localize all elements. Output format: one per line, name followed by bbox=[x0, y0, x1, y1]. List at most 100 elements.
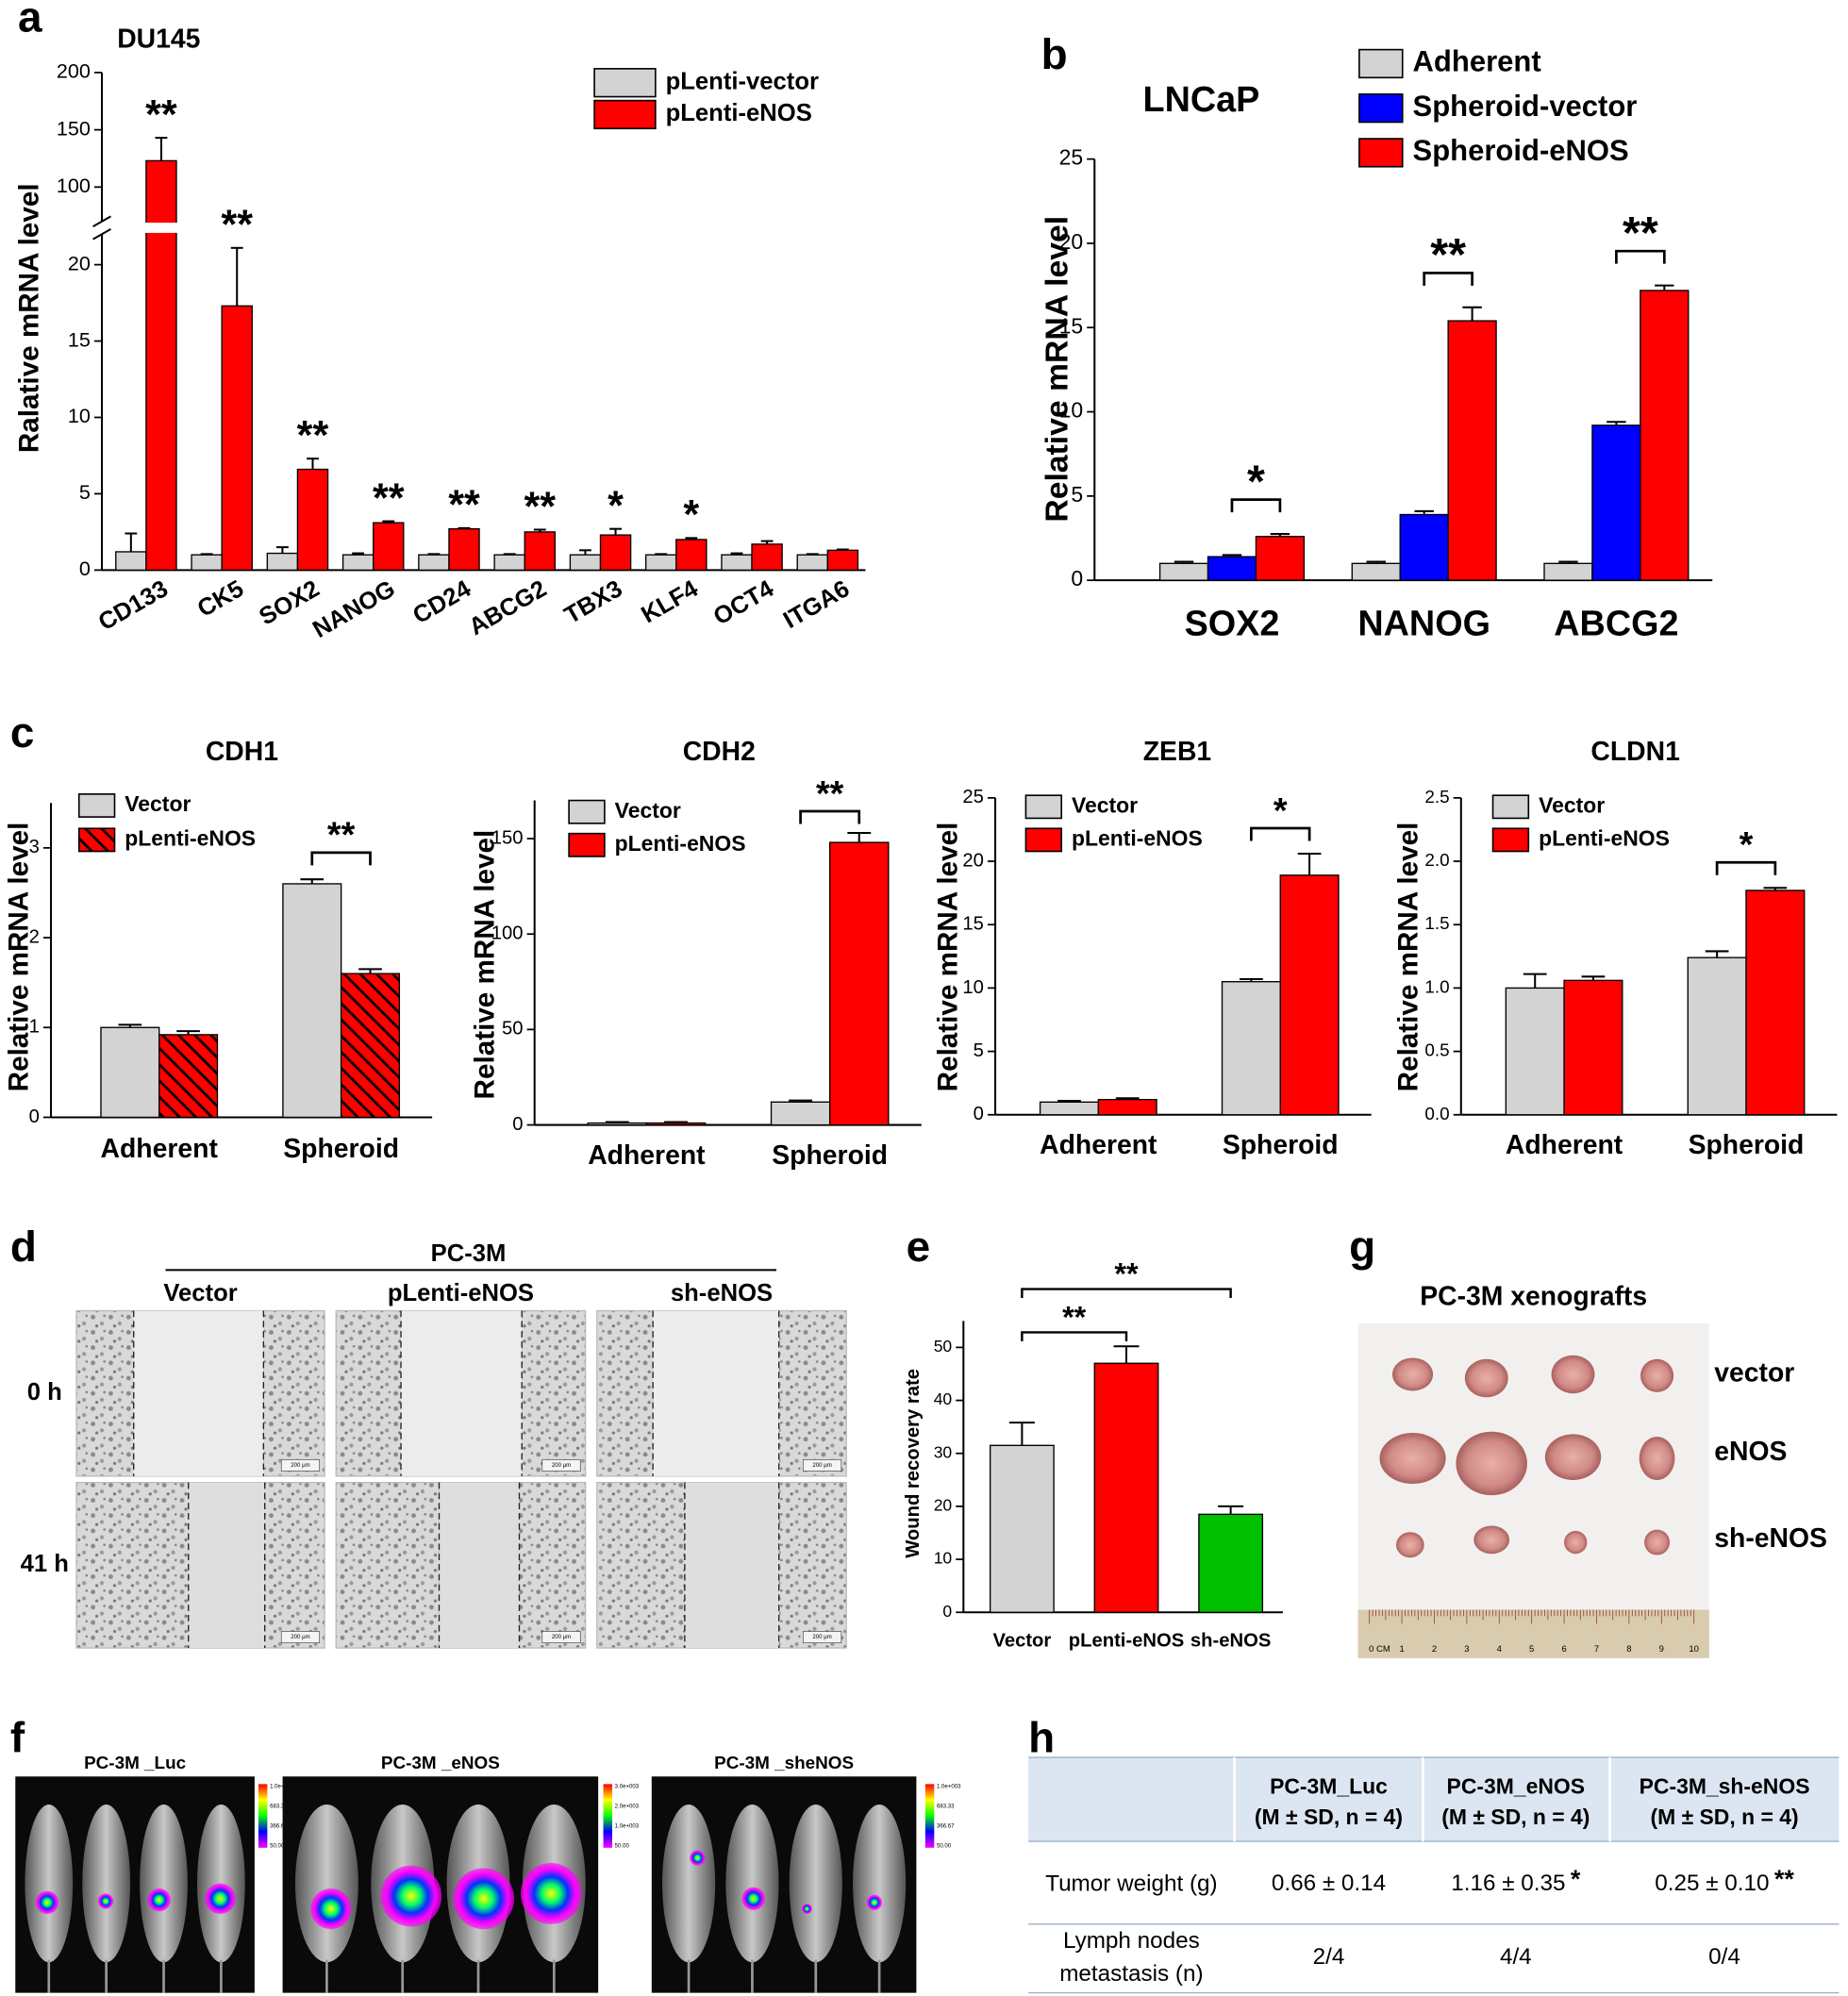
bar bbox=[1563, 979, 1623, 1116]
column-label: Vector bbox=[163, 1280, 237, 1306]
chart-title: CDH2 bbox=[683, 737, 756, 767]
mouse bbox=[725, 1804, 779, 1963]
colorbar-label: 366.67 bbox=[937, 1824, 955, 1830]
legend-swatch bbox=[1358, 48, 1404, 79]
mouse bbox=[140, 1804, 188, 1963]
scale-bar-box bbox=[541, 1631, 581, 1643]
ruler-label: 3 bbox=[1464, 1644, 1469, 1655]
tumor bbox=[1379, 1433, 1446, 1485]
bar bbox=[1447, 320, 1497, 581]
axis-break-mark bbox=[92, 227, 111, 241]
y-axis-label: Ralative mRNA level bbox=[13, 183, 44, 453]
legend-label: pLenti-eNOS bbox=[666, 100, 812, 126]
row-label: eNOS bbox=[1714, 1437, 1787, 1467]
y-tick-label: 25 bbox=[962, 787, 983, 807]
bar bbox=[1255, 536, 1306, 581]
legend-swatch bbox=[1491, 794, 1530, 820]
legend-label: Vector bbox=[125, 791, 191, 816]
colorbar bbox=[924, 1784, 935, 1848]
bar bbox=[1687, 956, 1747, 1116]
ruler-label: 6 bbox=[1561, 1644, 1566, 1655]
y-tick-label: 20 bbox=[1059, 229, 1084, 254]
table-header: PC-3M_eNOS bbox=[1447, 1773, 1585, 1798]
significance-label: * bbox=[1274, 791, 1288, 831]
chart-title: ZEB1 bbox=[1143, 737, 1211, 767]
y-tick-label: 15 bbox=[68, 327, 91, 351]
colorbar-label: 683.33 bbox=[937, 1805, 955, 1810]
ruler bbox=[1357, 1609, 1709, 1658]
bar bbox=[1351, 562, 1401, 581]
y-tick-label: 0 bbox=[942, 1602, 952, 1621]
bar bbox=[115, 551, 147, 572]
bar bbox=[1591, 424, 1641, 581]
x-tick-label: Spheroid bbox=[283, 1134, 399, 1164]
x-tick-label: Adherent bbox=[101, 1134, 219, 1164]
legend-swatch bbox=[593, 99, 657, 130]
bar bbox=[1097, 1098, 1157, 1116]
bar bbox=[1207, 556, 1257, 581]
legend-swatch bbox=[568, 832, 606, 857]
legend-swatch bbox=[1358, 93, 1404, 124]
x-tick-label: KLF4 bbox=[637, 575, 703, 629]
significance-label: ** bbox=[1114, 1257, 1139, 1291]
scale-bar-box bbox=[541, 1459, 581, 1472]
column-label: pLenti-eNOS bbox=[388, 1280, 534, 1306]
tumor bbox=[1396, 1532, 1424, 1558]
bar bbox=[296, 468, 329, 572]
y-tick-label: 5 bbox=[79, 480, 91, 504]
y-tick-label: 150 bbox=[57, 116, 91, 140]
cell-value: 0.66 ± 0.14 bbox=[1272, 1871, 1386, 1896]
bar bbox=[1640, 290, 1690, 581]
bar bbox=[645, 1122, 707, 1126]
legend-label: pLenti-eNOS bbox=[1539, 825, 1670, 850]
signal bbox=[97, 1893, 114, 1909]
y-tick-label: 15 bbox=[1059, 313, 1084, 338]
bar bbox=[340, 973, 401, 1119]
legend-label: Adherent bbox=[1413, 45, 1541, 78]
legend-label: Spheroid-eNOS bbox=[1413, 134, 1629, 167]
signal bbox=[310, 1888, 352, 1930]
tumor bbox=[1464, 1358, 1508, 1398]
bar bbox=[770, 1101, 831, 1126]
y-tick-label: 50 bbox=[502, 1019, 524, 1040]
significance-bracket bbox=[1250, 826, 1311, 841]
signal bbox=[741, 1887, 765, 1910]
bar bbox=[1745, 890, 1806, 1116]
table-cell: 2/4 bbox=[1313, 1945, 1345, 1971]
y-tick-label: 100 bbox=[491, 923, 524, 944]
significance-mark: * bbox=[1571, 1865, 1581, 1893]
image-title: PC-3M _sheNOS bbox=[714, 1754, 854, 1773]
significance-bracket bbox=[1715, 860, 1777, 875]
scale-bar-label: 200 μm bbox=[552, 1635, 571, 1640]
significance-bracket bbox=[799, 809, 861, 824]
panel-label: g bbox=[1349, 1222, 1375, 1271]
bar bbox=[418, 554, 450, 572]
wound-gap bbox=[188, 1482, 265, 1649]
significance-label: ** bbox=[327, 816, 356, 856]
y-axis-label: Relative mRNA level bbox=[932, 823, 963, 1092]
y-tick-label: 1.0 bbox=[1424, 977, 1449, 997]
bar bbox=[1279, 874, 1340, 1116]
mouse bbox=[25, 1804, 74, 1963]
table-cell: 1.16 ± 0.35 * bbox=[1451, 1865, 1581, 1896]
panel-label: e bbox=[907, 1222, 931, 1271]
x-tick-label: CD133 bbox=[94, 575, 173, 636]
y-tick-label: 3 bbox=[29, 837, 40, 857]
wound-gap bbox=[401, 1310, 523, 1476]
y-tick-label: 1.5 bbox=[1424, 914, 1449, 934]
colorbar-label: 50.00 bbox=[937, 1843, 952, 1849]
legend-label: Vector bbox=[1072, 792, 1138, 817]
bar bbox=[282, 883, 342, 1119]
table-header: (M ± SD, n = 4) bbox=[1650, 1805, 1798, 1829]
bar bbox=[1198, 1513, 1264, 1613]
mouse bbox=[853, 1804, 907, 1963]
y-tick-label: 50 bbox=[934, 1337, 953, 1356]
y-tick-label: 0 bbox=[512, 1114, 523, 1135]
y-tick-label: 5 bbox=[974, 1040, 984, 1061]
colorbar-label: 683.33 bbox=[270, 1805, 288, 1810]
bar bbox=[524, 531, 557, 572]
ruler-label: 10 bbox=[1689, 1644, 1699, 1655]
x-tick-label: Spheroid bbox=[772, 1140, 888, 1171]
row-header: Lymph nodes bbox=[1063, 1928, 1200, 1954]
